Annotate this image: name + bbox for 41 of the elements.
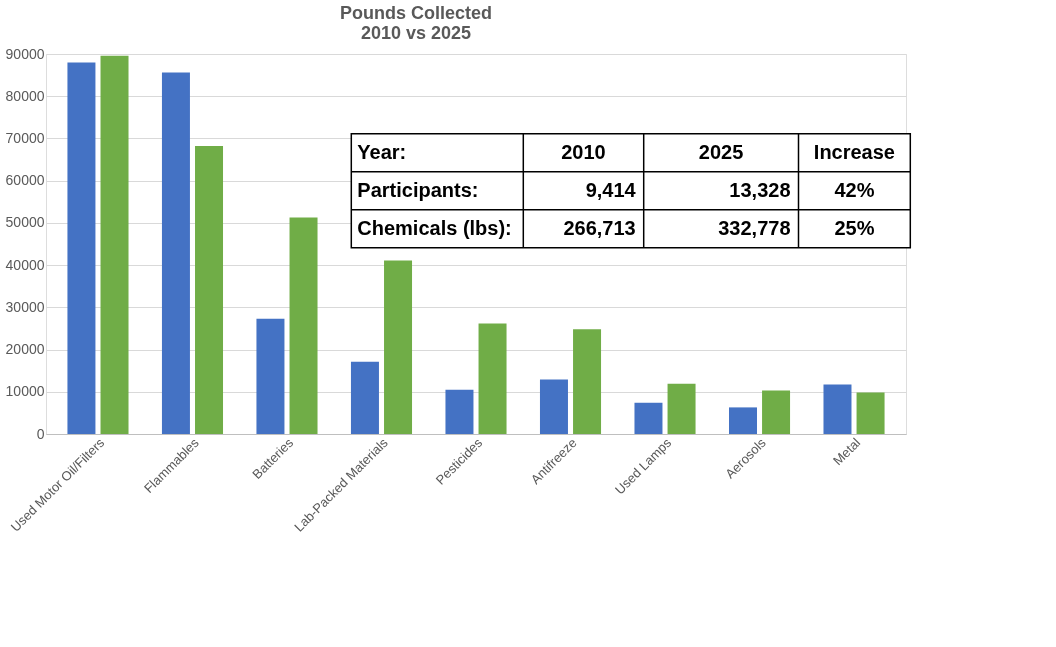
bar	[667, 383, 696, 434]
bar	[384, 260, 413, 434]
bar	[823, 384, 852, 434]
y-tick-label: 90000	[5, 45, 45, 62]
y-tick-label: 70000	[5, 129, 45, 146]
bar	[100, 55, 129, 434]
annotation: 2025	[698, 140, 744, 163]
annotation: Increase	[813, 140, 895, 163]
y-tick-label: 10000	[5, 383, 45, 400]
y-tick-label: 30000	[5, 298, 45, 315]
y-tick-label: 0	[36, 425, 45, 442]
bar	[634, 402, 663, 434]
bar	[762, 390, 791, 434]
annotation: 13,328	[729, 178, 791, 201]
bar	[856, 392, 885, 434]
bar	[161, 72, 190, 434]
annotation: 332,778	[718, 216, 791, 239]
annotation: Year:	[357, 140, 407, 163]
y-tick-label: 80000	[5, 87, 45, 104]
bar	[728, 407, 757, 434]
bar	[67, 62, 96, 434]
y-tick-label: 20000	[5, 341, 45, 358]
annotation: 9,414	[585, 178, 637, 201]
bar	[289, 217, 318, 434]
annotation: 42%	[834, 178, 875, 201]
y-tick-label: 50000	[5, 214, 45, 231]
bar	[256, 318, 285, 434]
bar	[350, 361, 379, 434]
annotation: 25%	[834, 216, 875, 239]
bar	[445, 389, 474, 434]
y-tick-label: 40000	[5, 256, 45, 273]
annotation: Participants:	[357, 178, 479, 201]
bar	[195, 146, 224, 434]
bar	[478, 323, 507, 434]
annotation: 2010	[561, 140, 606, 163]
chart-title: Pounds Collected 2010 vs 2025	[339, 3, 493, 43]
bar	[573, 329, 602, 434]
bar	[539, 379, 568, 434]
y-tick-label: 60000	[5, 172, 45, 189]
annotation: Chemicals (lbs):	[357, 216, 512, 239]
annotation: 266,713	[563, 216, 636, 239]
